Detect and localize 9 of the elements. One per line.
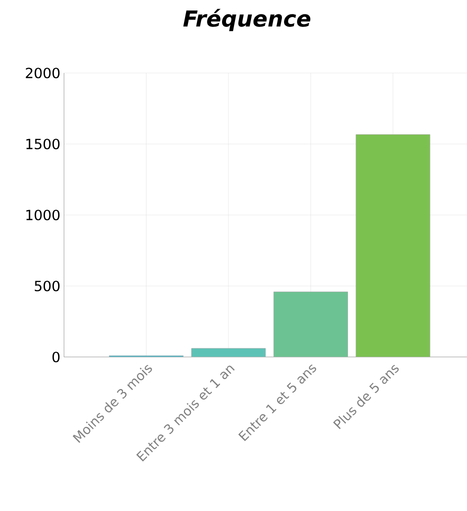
y-tick-label: 500 [34,280,60,292]
chart-title: Fréquence [183,8,310,32]
x-tick-label: Plus de 5 ans [333,364,399,430]
y-tick-label: 0 [52,352,60,362]
y-tick-label: 1500 [26,138,60,150]
bar [356,134,430,357]
bar [274,292,348,357]
y-tick-label: 1000 [26,210,60,220]
y-tick-label: 2000 [26,68,60,78]
